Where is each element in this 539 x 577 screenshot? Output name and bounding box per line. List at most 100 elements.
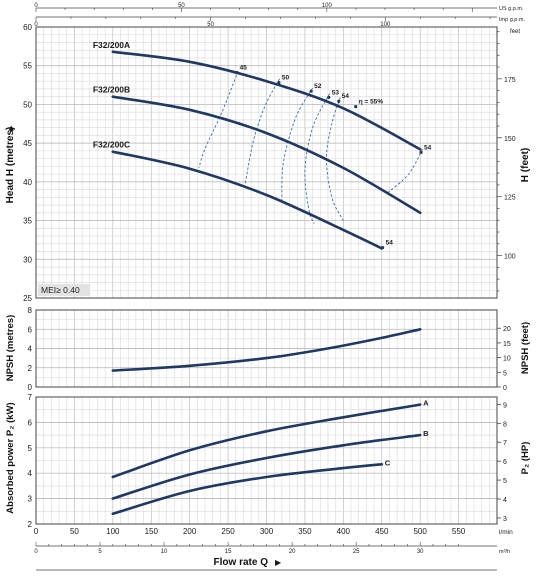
efficiency-label: 54 (386, 240, 394, 247)
power-series-label: A (423, 399, 429, 408)
x-tick-lmin: 200 (183, 527, 197, 536)
efficiency-label: 53 (332, 89, 340, 96)
efficiency-label: η = 55% (359, 99, 384, 106)
bottom-flow-scales: 0 50 100 150 200 250 300 350 400 450 500 550 l/min 0 5… (34, 527, 513, 571)
power-ytick-label: 7 (28, 393, 33, 402)
head-ytick-label: 60 (23, 23, 32, 32)
power-panel: 2 3 4 5 6 7 3 4 5 6 7 8 9 A B C (28, 393, 507, 529)
efficiency-label: 50 (282, 75, 290, 82)
efficiency-dot (309, 89, 313, 93)
npsh-right-tick-label: 0 (503, 385, 507, 392)
power-frame (35, 396, 498, 525)
x-tick-lmin: 250 (221, 527, 235, 536)
power-right-title: P₂ (HP) (520, 442, 531, 475)
x-tick-lmin: 500 (413, 527, 427, 536)
x-tick-m3h: 10 (161, 549, 168, 555)
head-series-label: F32/200C (93, 140, 130, 150)
flow-rate-title: Flow rate Q (214, 557, 269, 568)
x-unit-impgpm: Imp g.p.m. (499, 17, 525, 23)
head-ytick-label: 55 (23, 62, 32, 71)
head-right-tick-label: 100 (504, 254, 516, 261)
power-series-line-3 (111, 463, 384, 516)
efficiency-dot (337, 99, 341, 103)
power-left-title: Absorbed power P₂ (kW) (5, 402, 16, 513)
x-tick-impgpm: 50 (207, 22, 214, 28)
x-tick-usgpm: 50 (178, 3, 185, 9)
head-right-tick-label: 150 (504, 136, 516, 143)
x-tick-lmin: 300 (260, 527, 274, 536)
power-ytick-label: 6 (28, 418, 33, 427)
x-tick-usgpm: 0 (34, 3, 38, 9)
head-left-arrow-icon: ▶ (8, 125, 15, 131)
power-ytick-label: 3 (28, 495, 33, 504)
power-right-tick-label: 4 (503, 497, 507, 504)
x-unit-lmin: l/min (499, 529, 513, 536)
x-tick-m3h: 30 (417, 549, 424, 555)
power-ytick-label: 5 (28, 444, 33, 453)
flow-arrow-icon: ▶ (275, 558, 282, 567)
x-tick-m3h: 0 (34, 549, 38, 555)
efficiency-contour (387, 149, 423, 194)
x-unit-usgpm: US g.p.m. (499, 6, 524, 12)
x-tick-lmin: 50 (70, 527, 79, 536)
npsh-frame (35, 309, 498, 388)
x-tick-m3h: 20 (289, 549, 296, 555)
efficiency-label: 54 (342, 93, 350, 100)
efficiency-dot (235, 70, 239, 75)
npsh-left-title: NPSH (metres) (5, 315, 16, 382)
x-tick-lmin: 450 (375, 527, 389, 536)
head-ytick-label: 50 (23, 100, 32, 109)
power-right-tick-label: 8 (503, 421, 507, 428)
head-ytick-label: 40 (23, 178, 32, 187)
efficiency-dot (277, 81, 281, 85)
head-ytick-label: 45 (23, 139, 32, 148)
efficiency-dot (380, 245, 385, 250)
x-tick-m3h: 5 (98, 549, 102, 555)
efficiency-dot (327, 95, 331, 99)
efficiency-dot (419, 150, 423, 154)
npsh-right-tick-label: 20 (503, 326, 511, 333)
head-right-tick-label: 125 (504, 195, 516, 202)
x-tick-usgpm: 100 (322, 3, 333, 9)
efficiency-dot (354, 105, 358, 109)
power-right-tick-label: 9 (503, 402, 507, 409)
mei-badge (38, 284, 90, 296)
head-ytick-label: 30 (23, 255, 32, 264)
x-tick-lmin: 100 (106, 527, 120, 536)
npsh-right-tick-label: 10 (503, 356, 511, 363)
power-series-label: B (423, 429, 429, 438)
head-ytick-label: 25 (23, 294, 32, 303)
efficiency-contour (198, 70, 239, 169)
x-tick-m3h: 25 (353, 549, 360, 555)
head-series-label: F32/200B (93, 85, 130, 95)
power-series-label: C (385, 458, 391, 467)
x-tick-lmin: 550 (452, 527, 466, 536)
npsh-ytick-label: 6 (28, 325, 33, 334)
x-tick-lmin: 150 (145, 527, 159, 536)
efficiency-label: 45 (240, 65, 248, 72)
head-series-label: F32/200A (93, 40, 130, 50)
x-tick-lmin: 350 (298, 527, 312, 536)
npsh-ytick-label: 0 (28, 383, 33, 392)
head-frame (35, 26, 498, 299)
x-tick-m3h: 15 (225, 549, 232, 555)
mei-label: MEI≥ 0.40 (41, 285, 80, 295)
npsh-ytick-label: 4 (28, 345, 33, 354)
power-right-tick-label: 7 (503, 440, 507, 447)
x-unit-m3h: m³/h (499, 549, 510, 555)
head-right-title: H (feet) (520, 148, 531, 182)
x-tick-lmin: 400 (337, 527, 351, 536)
head-panel: 25 30 35 40 45 50 55 60 100 125 150 175 feet F32/200A… (23, 23, 520, 303)
x-tick-impgpm: 100 (380, 22, 391, 28)
power-right-tick-label: 5 (503, 478, 507, 485)
npsh-right-tick-label: 5 (503, 370, 507, 377)
axis-titles: Head H (metres) H (feet) NPSH (metres) N… (5, 125, 531, 568)
power-right-tick-label: 6 (503, 459, 507, 466)
npsh-ytick-label: 8 (28, 306, 33, 315)
efficiency-contour (281, 87, 313, 201)
top-flow-scales: 0 50 100 0 50 100 US g.p.m. Imp g.p.m. (34, 3, 525, 28)
efficiency-contour (244, 78, 280, 186)
efficiency-label: 52 (314, 83, 322, 90)
